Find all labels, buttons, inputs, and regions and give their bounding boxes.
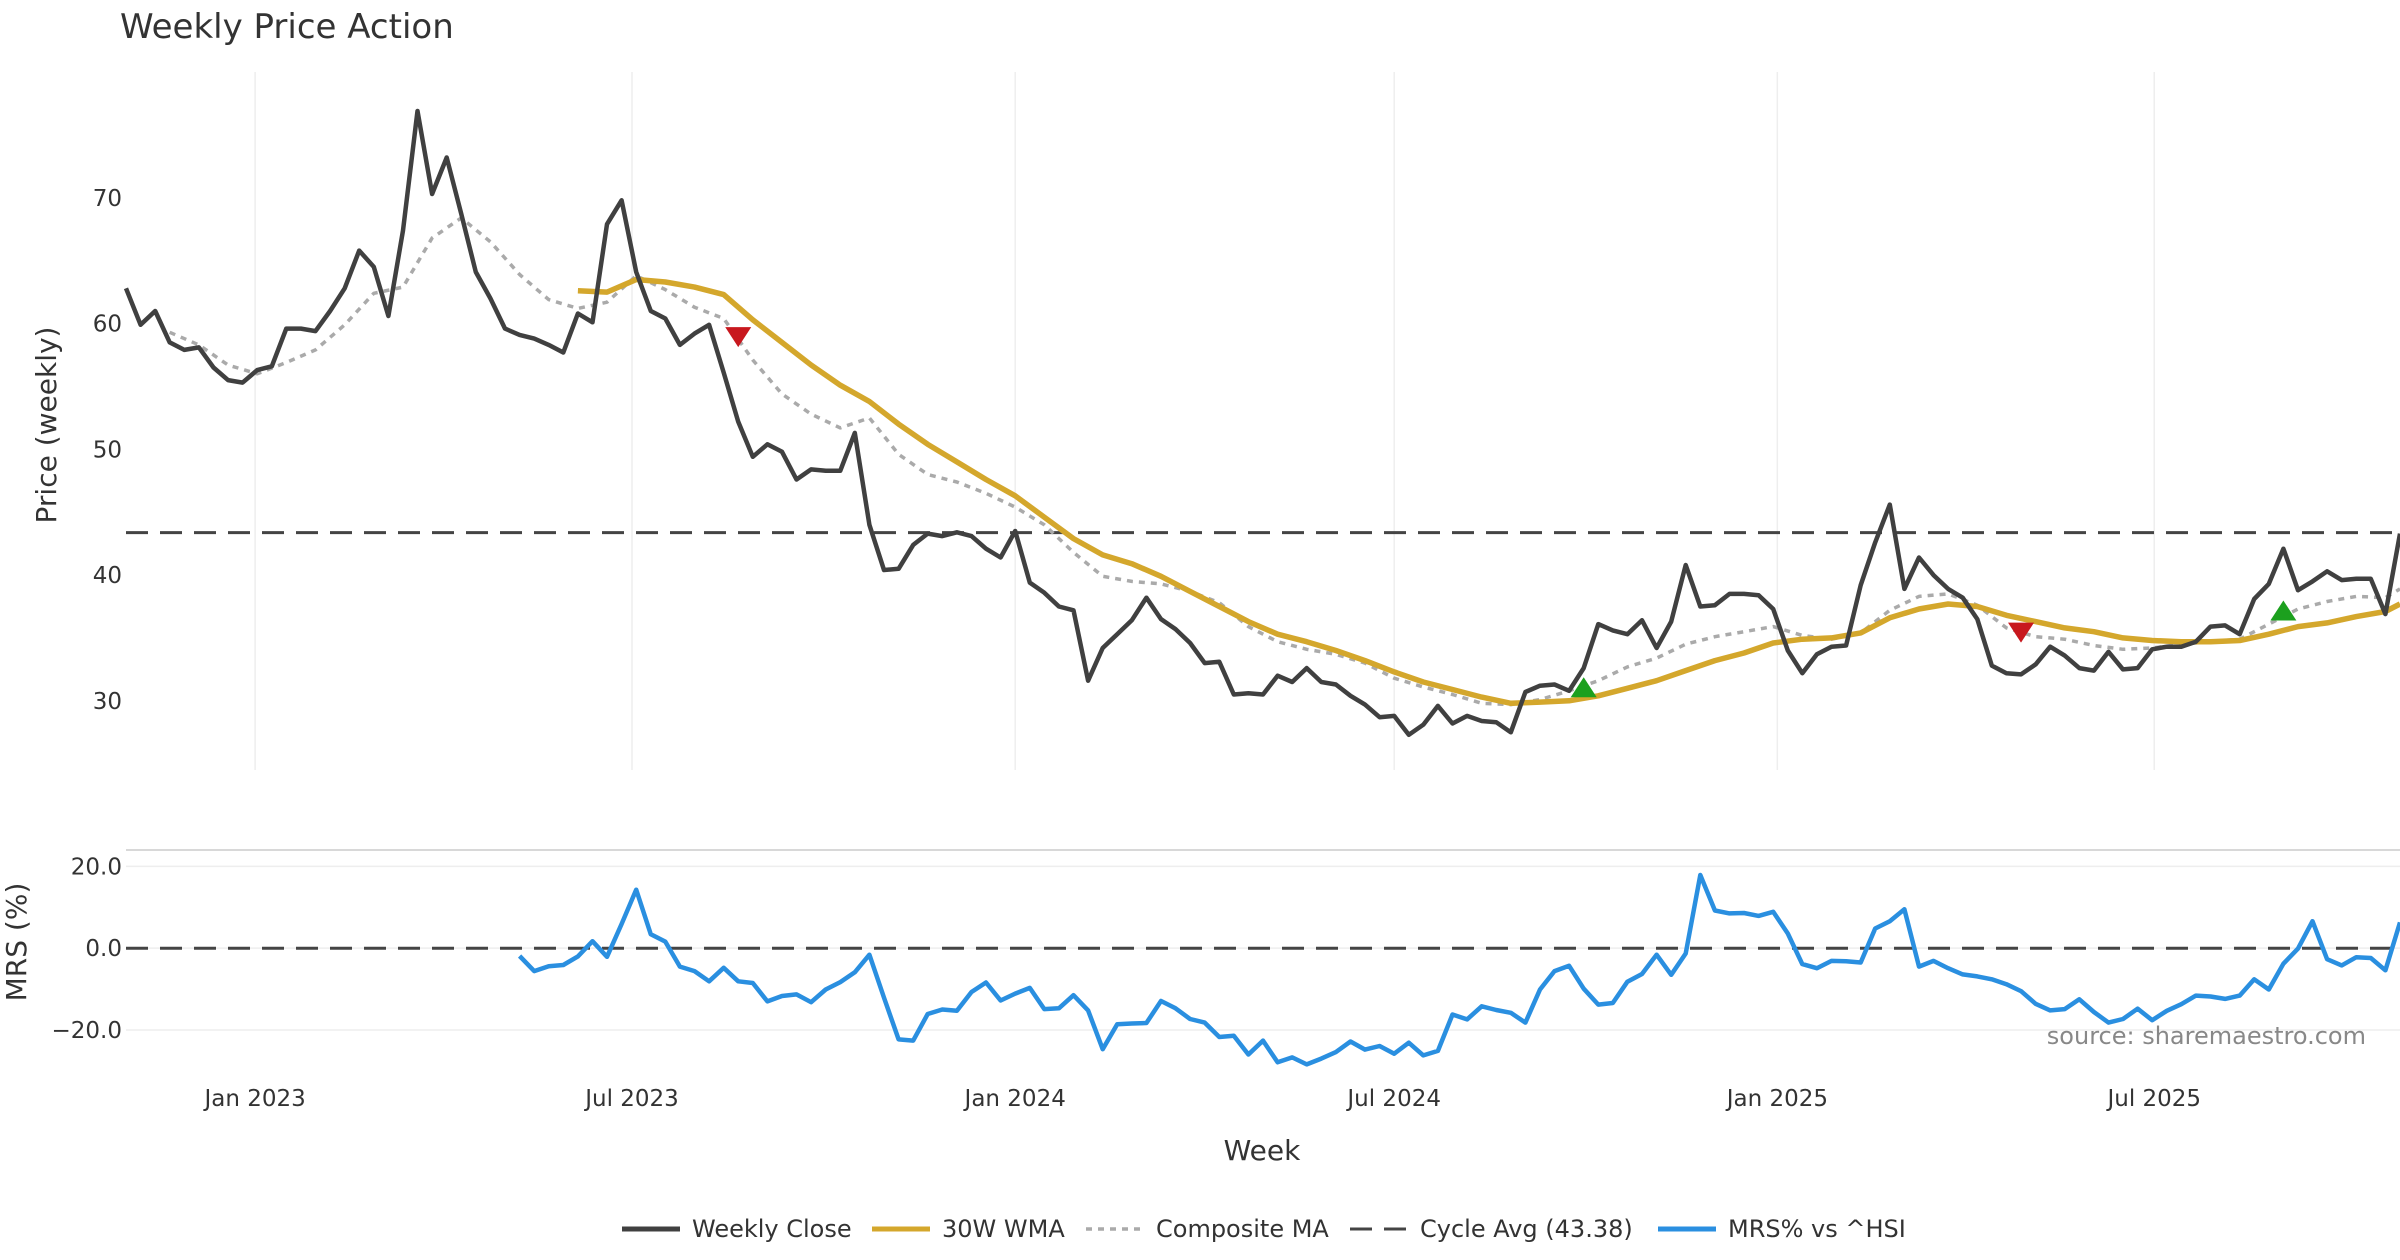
- legend: Weekly Close 30W WMA Composite MA Cycle Avg…: [622, 1215, 1906, 1243]
- price-y-tick-label: 60: [93, 312, 122, 338]
- legend-label: Composite MA: [1156, 1215, 1329, 1243]
- price-y-axis-label: Price (weekly): [30, 327, 63, 524]
- sell-signal-marker: [725, 327, 752, 348]
- buy-signal-marker: [1570, 677, 1597, 698]
- series-composite-ma: [169, 216, 2400, 707]
- x-tick-label: Jul 2024: [1345, 1086, 1441, 1112]
- series-weekly-close: [123, 108, 2400, 738]
- price-y-tick-label: 40: [93, 563, 122, 589]
- legend-item-weekly-close: Weekly Close: [622, 1215, 852, 1243]
- legend-label: Weekly Close: [692, 1215, 852, 1243]
- legend-item-cycle-avg-43-38: Cycle Avg (43.38): [1350, 1215, 1633, 1243]
- legend-label: MRS% vs ^HSI: [1728, 1215, 1906, 1243]
- series-mrs-vs-hsi: [517, 872, 2400, 1067]
- x-tick-label: Jan 2025: [1725, 1086, 1828, 1112]
- sell-signal-marker: [2008, 622, 2034, 643]
- chart-title: Weekly Price Action: [120, 7, 454, 47]
- buy-signal-marker: [2270, 600, 2297, 621]
- price-y-tick-label: 70: [93, 186, 122, 212]
- price-grid: [254, 72, 2156, 770]
- x-axis-label: Week: [1224, 1134, 1301, 1167]
- legend-label: 30W WMA: [942, 1215, 1065, 1243]
- mrs-y-tick-label: 0.0: [85, 936, 122, 962]
- signal-markers: [725, 327, 2297, 698]
- legend-item-composite-ma: Composite MA: [1086, 1215, 1329, 1243]
- series-30w-wma: [577, 276, 2400, 707]
- mrs-series-group: [126, 872, 2400, 1067]
- price-y-ticks: 30 40 50 60 70: [93, 186, 122, 715]
- x-ticks: Jan 2023 Jul 2023 Jan 2024 Jul 2024 Jan 2025…: [202, 1086, 2201, 1112]
- source-note: source: sharemaestro.com: [2047, 1022, 2366, 1050]
- legend-item-mrs-vs-hsi: MRS% vs ^HSI: [1658, 1215, 1906, 1243]
- mrs-y-axis-label: MRS (%): [0, 883, 33, 1002]
- x-tick-label: Jul 2025: [2105, 1086, 2201, 1112]
- legend-label: Cycle Avg (43.38): [1420, 1215, 1633, 1243]
- legend-item-30w-wma: 30W WMA: [872, 1215, 1065, 1243]
- mrs-y-tick-label: 20.0: [71, 854, 122, 880]
- price-y-tick-label: 50: [93, 437, 122, 463]
- x-tick-label: Jan 2024: [963, 1086, 1066, 1112]
- mrs-y-tick-label: −20.0: [52, 1018, 122, 1044]
- price-y-tick-label: 30: [93, 689, 122, 715]
- x-tick-label: Jan 2023: [202, 1086, 305, 1112]
- price-series-group: [123, 108, 2400, 738]
- x-tick-label: Jul 2023: [583, 1086, 679, 1112]
- mrs-y-ticks: 20.0 0.0 −20.0: [52, 854, 122, 1044]
